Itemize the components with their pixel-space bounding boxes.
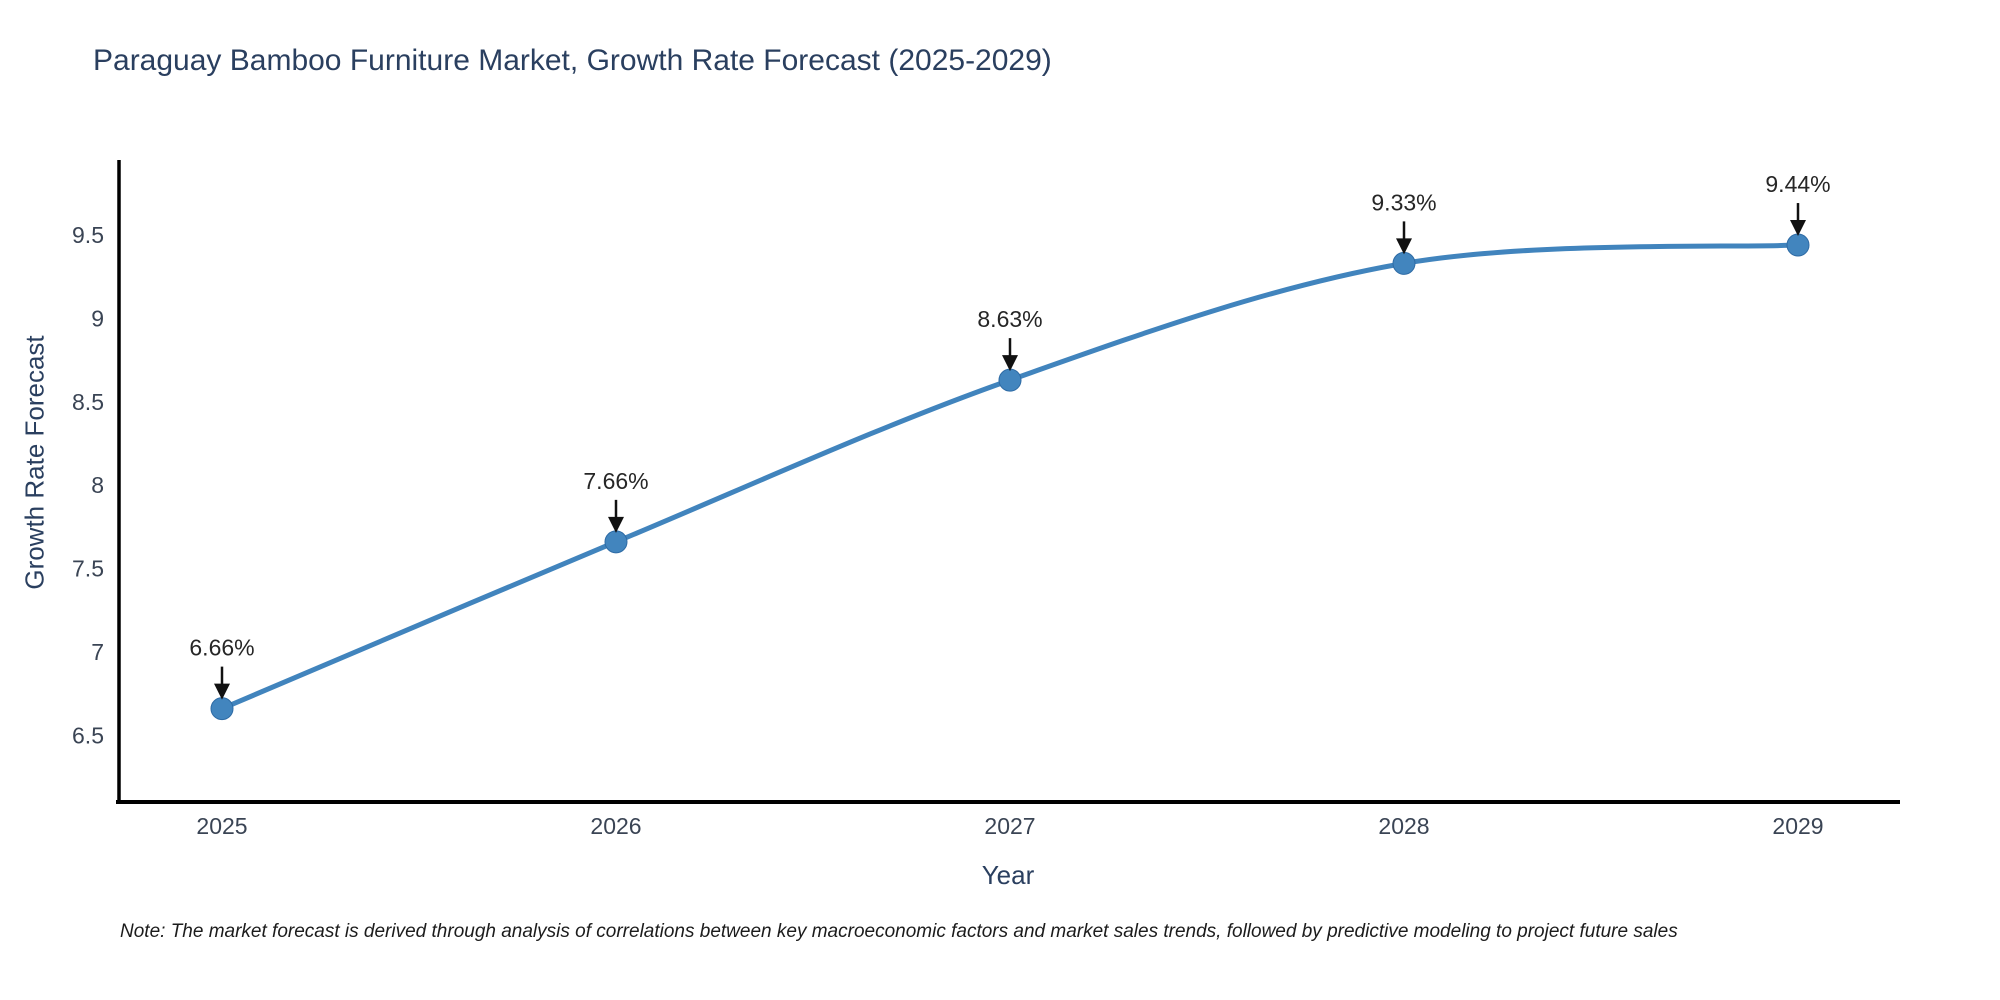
- data-point: [1786, 233, 1810, 257]
- y-tick-label: 8: [91, 472, 104, 498]
- x-tick-label: 2029: [1772, 813, 1823, 839]
- data-point: [998, 368, 1022, 392]
- point-annotation: 8.63%: [977, 306, 1042, 332]
- x-axis-title: Year: [981, 860, 1035, 890]
- point-annotation: 9.44%: [1765, 171, 1830, 197]
- y-tick-label: 9: [91, 305, 104, 331]
- y-tick-label: 9.5: [72, 222, 104, 248]
- chart-title: Paraguay Bamboo Furniture Market, Growth…: [93, 44, 1052, 77]
- y-tick-label: 7.5: [72, 556, 104, 582]
- x-tick-label: 2026: [590, 813, 641, 839]
- point-annotation: 9.33%: [1371, 189, 1436, 215]
- annotation-arrowhead: [214, 683, 230, 700]
- data-point: [1392, 251, 1416, 275]
- x-tick-label: 2025: [196, 813, 247, 839]
- x-tick-label: 2027: [984, 813, 1035, 839]
- data-point: [604, 530, 628, 554]
- annotation-arrowhead: [1790, 220, 1806, 237]
- footnote: Note: The market forecast is derived thr…: [120, 921, 1678, 942]
- annotation-arrowhead: [1396, 238, 1412, 255]
- x-tick-label: 2028: [1378, 813, 1429, 839]
- y-tick-label: 7: [91, 639, 104, 665]
- y-axis-title: Growth Rate Forecast: [19, 335, 50, 590]
- y-tick-label: 8.5: [72, 389, 104, 415]
- y-tick-label: 6.5: [72, 722, 104, 748]
- point-annotation: 7.66%: [583, 468, 648, 494]
- annotation-arrowhead: [608, 516, 624, 533]
- point-annotation: 6.66%: [189, 635, 254, 661]
- data-point: [210, 697, 234, 721]
- annotation-arrowhead: [1002, 355, 1018, 372]
